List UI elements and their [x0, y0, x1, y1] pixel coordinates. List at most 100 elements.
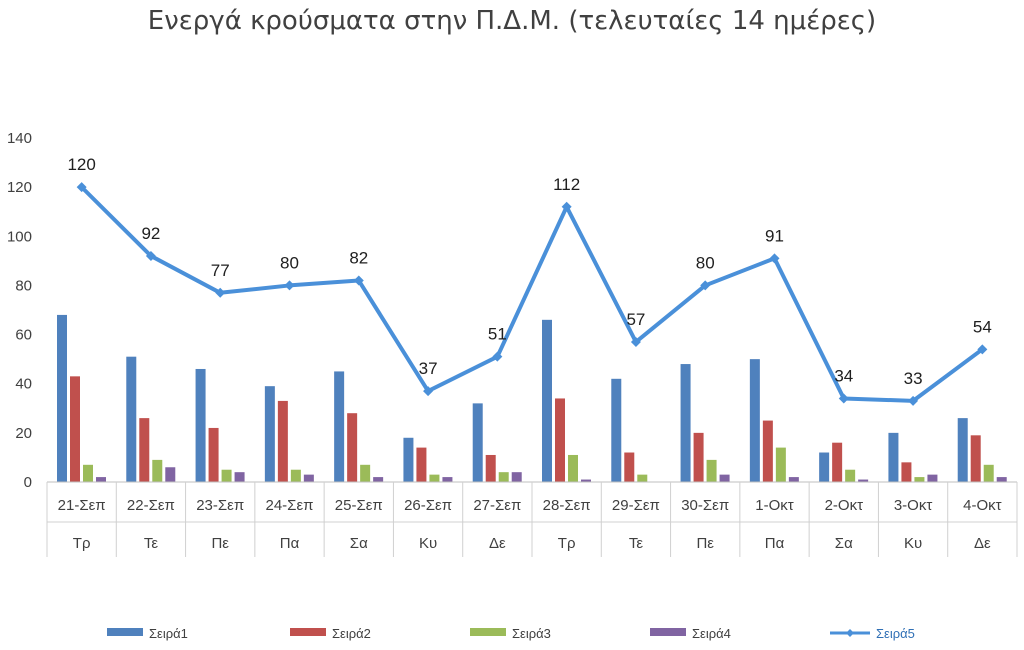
- bar-Σειρά1-30-Σεπ: [680, 364, 691, 482]
- legend: Σειρά1 Σειρά2 Σειρά3 Σειρά4 Σειρά5: [107, 626, 915, 641]
- legend-label: Σειρά1: [149, 626, 188, 641]
- x-tick-label: 23-Σεπ: [196, 497, 244, 514]
- data-label: 54: [973, 317, 992, 336]
- bar-Σειρά2-22-Σεπ: [139, 418, 150, 482]
- bar-Σειρά2-21-Σεπ: [70, 376, 80, 482]
- bar-Σειρά1-4-Οκτ: [957, 418, 968, 482]
- bars: [57, 314, 1007, 482]
- bar-Σειρά4-28-Σεπ: [581, 479, 591, 482]
- x-day-label: Πα: [280, 535, 300, 552]
- data-label: 33: [904, 369, 923, 388]
- legend-swatch: [650, 628, 686, 636]
- bar-Σειρά4-30-Σεπ: [719, 474, 730, 482]
- x-tick-label: 3-Οκτ: [894, 497, 933, 514]
- legend-label: Σειρά2: [332, 626, 371, 641]
- bar-Σειρά3-30-Σεπ: [706, 459, 717, 482]
- x-tick-label: 25-Σεπ: [335, 497, 383, 514]
- legend-label: Σειρά5: [876, 626, 915, 641]
- line-point: [284, 280, 295, 291]
- bar-Σειρά2-29-Σεπ: [624, 452, 635, 482]
- data-label: 112: [553, 175, 580, 194]
- bar-Σειρά4-23-Σεπ: [234, 472, 245, 482]
- y-tick-label: 140: [7, 130, 32, 147]
- line-point: [769, 253, 780, 264]
- legend-swatch: [107, 628, 143, 636]
- bar-Σειρά4-22-Σεπ: [165, 467, 176, 482]
- bar-Σειρά1-24-Σεπ: [264, 386, 275, 482]
- y-tick-label: 80: [15, 277, 32, 294]
- bar-Σειρά4-21-Σεπ: [96, 477, 106, 482]
- line-point: [145, 250, 156, 261]
- bar-Σειρά2-25-Σεπ: [347, 413, 358, 482]
- legend-label: Σειρά4: [692, 626, 731, 641]
- bar-Σειρά1-27-Σεπ: [472, 403, 483, 482]
- bar-Σειρά2-2-Οκτ: [832, 442, 843, 482]
- line-point: [908, 395, 919, 406]
- data-label: 91: [765, 226, 784, 245]
- bar-Σειρά1-2-Οκτ: [819, 452, 830, 482]
- x-day-label: Τρ: [73, 535, 91, 552]
- x-tick-label: 1-Οκτ: [755, 497, 794, 514]
- y-tick-label: 0: [24, 474, 32, 491]
- legend-swatch: [470, 628, 506, 636]
- data-label: 80: [280, 253, 299, 272]
- line-point: [700, 280, 711, 291]
- bar-Σειρά2-24-Σεπ: [277, 400, 288, 482]
- x-day-label: Δε: [489, 535, 506, 552]
- bar-Σειρά4-27-Σεπ: [511, 472, 522, 482]
- data-label: 82: [349, 249, 368, 268]
- bar-Σειρά3-3-Οκτ: [914, 477, 925, 482]
- bar-Σειρά1-1-Οκτ: [749, 359, 760, 482]
- line-point: [215, 287, 226, 298]
- x-day-label: Κυ: [419, 535, 437, 552]
- line-point: [838, 393, 849, 404]
- bar-Σειρά1-29-Σεπ: [611, 378, 622, 482]
- data-label: 92: [141, 224, 160, 243]
- bar-Σειρά3-2-Οκτ: [845, 469, 856, 482]
- bar-Σειρά4-2-Οκτ: [858, 479, 869, 482]
- bar-Σειρά3-23-Σεπ: [221, 469, 232, 482]
- x-tick-label: 28-Σεπ: [543, 497, 591, 514]
- data-label: 34: [834, 366, 853, 385]
- x-tick-label: 26-Σεπ: [404, 497, 452, 514]
- line-point: [561, 201, 572, 212]
- data-label: 80: [696, 253, 715, 272]
- bar-Σειρά3-28-Σεπ: [568, 454, 578, 482]
- data-label: 51: [488, 325, 507, 344]
- x-day-label: Δε: [974, 535, 991, 552]
- bar-Σειρά4-26-Σεπ: [442, 477, 453, 482]
- bar-Σειρά4-24-Σεπ: [303, 474, 314, 482]
- x-day-label: Πε: [696, 535, 714, 552]
- data-label: 77: [211, 261, 230, 280]
- bar-Σειρά2-1-Οκτ: [762, 420, 773, 482]
- x-day-label: Πε: [211, 535, 229, 552]
- y-tick-label: 40: [15, 376, 32, 393]
- bar-Σειρά3-25-Σεπ: [360, 464, 371, 482]
- data-label: 37: [419, 359, 438, 378]
- x-tick-label: 2-Οκτ: [825, 497, 864, 514]
- bar-Σειρά2-26-Σεπ: [416, 447, 427, 482]
- y-tick-label: 120: [7, 179, 32, 196]
- x-day-label: Τε: [629, 535, 644, 552]
- legend-label: Σειρά3: [512, 626, 551, 641]
- bar-Σειρά2-23-Σεπ: [208, 427, 219, 482]
- bar-Σειρά3-29-Σεπ: [637, 474, 648, 482]
- bar-Σειρά1-22-Σεπ: [126, 356, 137, 482]
- x-tick-label: 22-Σεπ: [127, 497, 175, 514]
- line-Σειρά5: [80, 185, 984, 403]
- y-tick-label: 60: [15, 327, 32, 344]
- bar-Σειρά1-28-Σεπ: [542, 319, 552, 482]
- legend-marker: [846, 629, 854, 637]
- line-point: [353, 275, 364, 286]
- x-day-label: Κυ: [904, 535, 922, 552]
- bar-Σειρά3-24-Σεπ: [290, 469, 301, 482]
- bar-Σειρά3-4-Οκτ: [983, 464, 994, 482]
- bar-Σειρά3-1-Οκτ: [775, 447, 786, 482]
- bar-Σειρά4-3-Οκτ: [927, 474, 938, 482]
- x-tick-label: 30-Σεπ: [681, 497, 729, 514]
- bar-Σειρά3-21-Σεπ: [83, 464, 93, 482]
- line-point: [492, 351, 503, 362]
- x-tick-label: 27-Σεπ: [473, 497, 521, 514]
- x-axis: 21-Σεπ Τρ 22-Σεπ Τε 23-Σεπ Πε 24-Σεπ Πα 25-Σεπ Σα…: [46, 481, 1018, 557]
